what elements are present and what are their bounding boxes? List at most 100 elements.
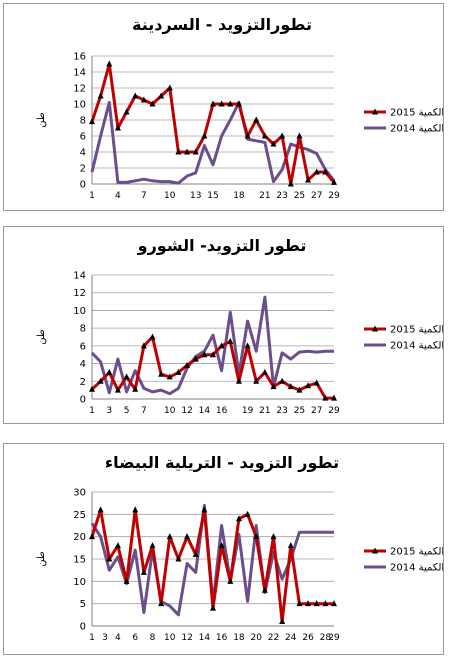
chart-panel-1: تطورالتزويد - السردينة 0 2 4 6 8 10 12 14 16 1 4 7 10… (3, 3, 444, 211)
legend-label: 2014 الكمية (390, 124, 443, 135)
data-point (114, 386, 121, 393)
data-point (261, 586, 268, 593)
x-tick-label: 12 (181, 406, 192, 416)
chart-title: تطور التزويد- الشورو (137, 236, 307, 255)
data-point (201, 351, 208, 358)
y-tick-label: 4 (80, 359, 86, 370)
data-point (253, 377, 260, 384)
x-tick-label: 15 (207, 191, 218, 201)
data-point (106, 60, 113, 67)
data-point (322, 168, 329, 175)
y-tick-label: 8 (80, 324, 86, 335)
data-point (305, 382, 312, 389)
data-point (244, 510, 251, 517)
data-point (114, 542, 121, 549)
data-point (244, 342, 251, 349)
data-point (184, 148, 191, 155)
x-tick-label: 18 (233, 633, 245, 643)
y-tick-label: 30 (73, 488, 86, 499)
y-tick-label: 2 (80, 377, 86, 388)
data-point (123, 373, 130, 380)
y-tick-label: 20 (73, 532, 86, 543)
y-tick-label: 14 (73, 68, 86, 79)
x-tick-label: 25 (294, 406, 305, 416)
data-point (158, 600, 165, 607)
data-point (261, 368, 268, 375)
data-point (175, 368, 182, 375)
data-point (296, 600, 303, 607)
x-tick-label: 8 (150, 633, 156, 643)
data-point (313, 379, 320, 386)
x-tick-label: 26 (302, 633, 314, 643)
data-point (279, 618, 286, 625)
x-tick-label: 14 (199, 406, 211, 416)
chart-title: تطور التزويد - التريلية البيضاء (105, 453, 339, 472)
data-point (166, 533, 173, 540)
y-tick-label: 0 (80, 180, 86, 191)
data-point (210, 351, 216, 358)
data-point (305, 600, 312, 607)
data-point (296, 386, 303, 393)
legend-label: 2014 الكمية (390, 341, 443, 352)
data-point (313, 168, 320, 175)
x-tick-label: 10 (164, 633, 176, 643)
data-point (296, 132, 303, 139)
data-point (184, 533, 191, 540)
data-point (106, 368, 113, 375)
legend-label: 2015 الكمية (390, 325, 443, 336)
data-point (331, 600, 337, 607)
x-tick-label: 19 (242, 406, 254, 416)
y-tick-label: 15 (73, 555, 86, 566)
data-point (218, 100, 225, 107)
x-tick-label: 3 (102, 633, 108, 643)
data-point (89, 118, 95, 125)
legend-marker (372, 547, 378, 554)
data-point (305, 176, 312, 183)
series-line-2014 (90, 100, 336, 185)
data-point (313, 600, 320, 607)
x-tick-label: 14 (199, 633, 211, 643)
data-point (279, 132, 286, 139)
x-tick-label: 21 (259, 191, 270, 201)
data-point (123, 108, 130, 115)
data-point (287, 180, 294, 187)
data-point (279, 377, 286, 384)
x-tick-label: 23 (276, 191, 287, 201)
x-tick-label: 25 (294, 191, 305, 201)
chart-panel-3: تطور التزويد - التريلية البيضاء 0 5 10 15 20 2… (3, 443, 444, 655)
x-tick-label: 23 (276, 406, 287, 416)
data-point (192, 148, 199, 155)
x-tick-label: 12 (181, 633, 192, 643)
y-axis-label: طن (36, 112, 47, 128)
chart-white-trilia: تطور التزويد - التريلية البيضاء 0 5 10 15 20 2… (36, 453, 443, 643)
y-tick-label: 10 (73, 577, 86, 588)
x-tick-label: 29 (328, 633, 340, 643)
x-tick-label: 20 (250, 633, 262, 643)
chart-title: تطورالتزويد - السردينة (132, 15, 312, 34)
x-tick-label: 29 (328, 191, 340, 201)
data-point (331, 178, 337, 185)
chart-panel-2: تطور التزويد- الشورو 0 2 4 6 8 10 12 14 1 3 5 7 10 12 1… (3, 226, 444, 424)
data-point (140, 342, 147, 349)
data-point (149, 333, 156, 340)
x-tick-label: 7 (141, 406, 147, 416)
data-point (149, 542, 156, 549)
y-tick-label: 12 (73, 84, 86, 95)
x-tick-label: 18 (233, 191, 245, 201)
data-point (210, 604, 216, 611)
data-point (331, 394, 337, 401)
x-tick-label: 5 (124, 406, 130, 416)
data-point (175, 148, 182, 155)
data-point (158, 370, 165, 377)
data-point (201, 132, 208, 139)
x-tick-label: 10 (164, 191, 176, 201)
data-point (235, 100, 242, 107)
data-point (235, 377, 242, 384)
x-tick-label: 27 (311, 406, 322, 416)
legend-label: 2015 الكمية (390, 547, 443, 558)
data-point (244, 132, 251, 139)
legend-label: 2014 الكمية (390, 563, 443, 574)
y-tick-label: 0 (80, 622, 86, 633)
legend-marker (372, 108, 378, 115)
